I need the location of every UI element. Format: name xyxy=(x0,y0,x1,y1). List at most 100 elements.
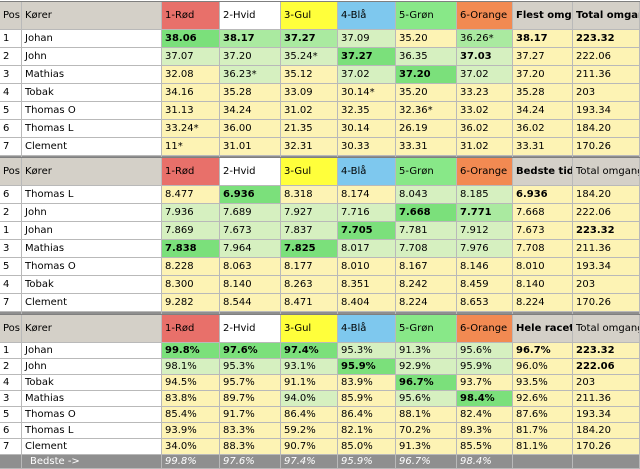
table-row[interactable]: 5 Thomas O 8.228 8.063 8.177 8.010 8.167 8.146 8… xyxy=(0,258,640,276)
column-header-1-rød[interactable]: 1-Rød xyxy=(162,315,220,343)
table-row[interactable]: 5 Thomas O 85.4% 91.7% 86.4% 86.4% 88.1% 82.4% 8… xyxy=(0,407,640,423)
column-header-kører[interactable]: Kører xyxy=(22,158,162,186)
column-header-3-gul[interactable]: 3-Gul xyxy=(281,2,338,30)
column-header-5-grøn[interactable]: 5-Grøn xyxy=(396,315,457,343)
value-cell: 8.017 xyxy=(338,240,396,258)
column-header-2-hvid[interactable]: 2-Hvid xyxy=(220,315,281,343)
column-header-pos[interactable]: Pos xyxy=(0,2,22,30)
summary-pos-cell xyxy=(0,455,22,469)
column-header-2-hvid[interactable]: 2-Hvid xyxy=(220,158,281,186)
value-cell: 8.459 xyxy=(457,276,513,294)
value-cell: 93.7% xyxy=(457,375,513,391)
position-cell: 7 xyxy=(0,294,22,312)
value-cell: 33.23 xyxy=(457,84,513,102)
column-header-5-grøn[interactable]: 5-Grøn xyxy=(396,2,457,30)
value-cell: 7.964 xyxy=(220,240,281,258)
position-cell: 1 xyxy=(0,222,22,240)
column-header-pos[interactable]: Pos xyxy=(0,158,22,186)
driver-name-cell: Clement xyxy=(22,439,162,455)
value-cell: 26.19 xyxy=(396,120,457,138)
value-cell: 81.7% xyxy=(513,423,573,439)
driver-name-cell: Thomas L xyxy=(22,186,162,204)
value-cell: 8.167 xyxy=(396,258,457,276)
table-row[interactable]: 4 Tobak 94.5% 95.7% 91.1% 83.9% 96.7% 93.7% 93.5… xyxy=(0,375,640,391)
table-row[interactable]: 7 Clement 9.282 8.544 8.471 8.404 8.224 8.653 8.… xyxy=(0,294,640,312)
value-cell: 82.1% xyxy=(338,423,396,439)
value-cell: 8.010 xyxy=(338,258,396,276)
value-cell: 21.35 xyxy=(281,120,338,138)
table-row[interactable]: 2 John 98.1% 95.3% 93.1% 95.9% 92.9% 95.9% 96.0%… xyxy=(0,359,640,375)
table-row[interactable]: 3 Mathias 7.838 7.964 7.825 8.017 7.708 7.976 7.… xyxy=(0,240,640,258)
value-cell: 35.28 xyxy=(220,84,281,102)
summary-value-cell: 96.7% xyxy=(396,455,457,469)
table-row[interactable]: 4 Tobak 8.300 8.140 8.263 8.351 8.242 8.459 8.14… xyxy=(0,276,640,294)
value-cell: 7.708 xyxy=(513,240,573,258)
driver-name-cell: Thomas L xyxy=(22,423,162,439)
table-row[interactable]: 6 Thomas L 33.24* 36.00 21.35 30.14 26.19 36.02… xyxy=(0,120,640,138)
column-header-5-grøn[interactable]: 5-Grøn xyxy=(396,158,457,186)
table-row[interactable]: 3 Mathias 32.08 36.23* 35.12 37.02 37.20 37.02 3… xyxy=(0,66,640,84)
value-cell: 92.9% xyxy=(396,359,457,375)
value-cell: 7.927 xyxy=(281,204,338,222)
value-cell: 7.781 xyxy=(396,222,457,240)
value-cell: 87.6% xyxy=(513,407,573,423)
driver-name-cell: Tobak xyxy=(22,375,162,391)
column-header-6-orange[interactable]: 6-Orange xyxy=(457,2,513,30)
summary-label: Bedste -> xyxy=(22,455,162,469)
value-cell: 222.06 xyxy=(573,204,640,222)
table-row[interactable]: 2 John 37.07 37.20 35.24* 37.27 36.35 37.03 37.2… xyxy=(0,48,640,66)
value-cell: 7.976 xyxy=(457,240,513,258)
table-row[interactable]: 7 Clement 34.0% 88.3% 90.7% 85.0% 91.3% 85.5% 81… xyxy=(0,439,640,455)
column-header-bedste-tid[interactable]: Bedste tid xyxy=(513,158,573,186)
table-row[interactable]: 3 Mathias 83.8% 89.7% 94.0% 85.9% 95.6% 98.4% 92… xyxy=(0,391,640,407)
value-cell: 86.4% xyxy=(281,407,338,423)
value-cell: 34.0% xyxy=(162,439,220,455)
column-header-3-gul[interactable]: 3-Gul xyxy=(281,158,338,186)
results-table-1: Pos Kører 1-Rød 2-Hvid 3-Gul 4-Blå 5-Grøn 6-Ora… xyxy=(0,1,640,174)
table-row[interactable]: 7 Clement 11* 31.01 32.31 30.33 33.31 31.02 33.3… xyxy=(0,138,640,156)
table-row[interactable]: 2 John 7.936 7.689 7.927 7.716 7.668 7.771 7.668… xyxy=(0,204,640,222)
position-cell: 4 xyxy=(0,375,22,391)
value-cell: 193.34 xyxy=(573,102,640,120)
value-cell: 223.32 xyxy=(573,343,640,359)
value-cell: 170.26 xyxy=(573,138,640,156)
column-header-3-gul[interactable]: 3-Gul xyxy=(281,315,338,343)
column-header-4-blå[interactable]: 4-Blå xyxy=(338,158,396,186)
column-header-total-omgange[interactable]: Total omgange xyxy=(573,315,640,343)
value-cell: 95.6% xyxy=(457,343,513,359)
table-row[interactable]: 1 Johan 38.06 38.17 37.27 37.09 35.20 36.26* 38.… xyxy=(0,30,640,48)
column-header-6-orange[interactable]: 6-Orange xyxy=(457,315,513,343)
table-row[interactable]: 6 Thomas L 93.9% 83.3% 59.2% 82.1% 70.2% 89.3% 8… xyxy=(0,423,640,439)
table-row[interactable]: 5 Thomas O 31.13 34.24 31.02 32.35 32.36* 33.02… xyxy=(0,102,640,120)
column-header-kører[interactable]: Kører xyxy=(22,315,162,343)
value-cell: 8.177 xyxy=(281,258,338,276)
value-cell: 90.7% xyxy=(281,439,338,455)
column-header-hele-racet[interactable]: Hele racet xyxy=(513,315,573,343)
value-cell: 193.34 xyxy=(573,407,640,423)
table-row[interactable]: 4 Tobak 34.16 35.28 33.09 30.14* 35.20 33.23 35.… xyxy=(0,84,640,102)
column-header-flest-omgange[interactable]: Flest omgange xyxy=(513,2,573,30)
column-header-2-hvid[interactable]: 2-Hvid xyxy=(220,2,281,30)
position-cell: 1 xyxy=(0,30,22,48)
value-cell: 8.404 xyxy=(338,294,396,312)
value-cell: 93.1% xyxy=(281,359,338,375)
value-cell: 7.912 xyxy=(457,222,513,240)
column-header-pos[interactable]: Pos xyxy=(0,315,22,343)
table-row[interactable]: 1 Johan 99.8% 97.6% 97.4% 95.3% 91.3% 95.6% 96.7… xyxy=(0,343,640,359)
table-row[interactable]: 1 Johan 7.869 7.673 7.837 7.705 7.781 7.912 7.67… xyxy=(0,222,640,240)
column-header-6-orange[interactable]: 6-Orange xyxy=(457,158,513,186)
column-header-1-rød[interactable]: 1-Rød xyxy=(162,2,220,30)
value-cell: 91.3% xyxy=(396,343,457,359)
column-header-total-omgange[interactable]: Total omgange xyxy=(573,158,640,186)
summary-empty-cell xyxy=(513,455,573,469)
value-cell: 83.8% xyxy=(162,391,220,407)
column-header-kører[interactable]: Kører xyxy=(22,2,162,30)
value-cell: 30.14* xyxy=(338,84,396,102)
value-cell: 96.7% xyxy=(396,375,457,391)
table-row[interactable]: 6 Thomas L 8.477 6.936 8.318 8.174 8.043 8.185 6… xyxy=(0,186,640,204)
value-cell: 9.282 xyxy=(162,294,220,312)
column-header-4-blå[interactable]: 4-Blå xyxy=(338,315,396,343)
column-header-total-omgange[interactable]: Total omgange xyxy=(573,2,640,30)
column-header-4-blå[interactable]: 4-Blå xyxy=(338,2,396,30)
column-header-1-rød[interactable]: 1-Rød xyxy=(162,158,220,186)
